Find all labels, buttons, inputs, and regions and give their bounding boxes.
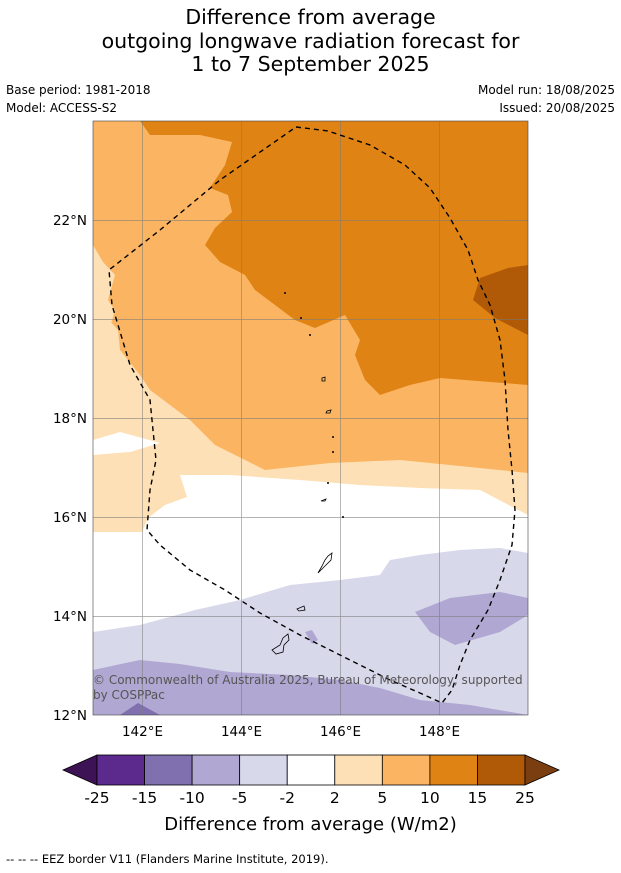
- colorbar-tick: 2: [330, 789, 340, 807]
- islet-3: [308, 333, 311, 336]
- base-period: Base period: 1981-2018: [6, 83, 151, 97]
- island-outlines: [271, 291, 344, 655]
- eez-legend-text: EEZ border V11 (Flanders Marine Institut…: [41, 852, 329, 866]
- meta-left: Base period: 1981-2018 Model: ACCESS-S2: [6, 81, 151, 117]
- colorbar-bin: [239, 754, 288, 786]
- colorbar-bin: [144, 754, 193, 786]
- copyright-line-1: © Commonwealth of Australia 2025, Bureau…: [93, 673, 523, 687]
- colorbar-tick: 15: [468, 789, 488, 807]
- islet-2: [299, 316, 302, 319]
- islet-5: [331, 450, 334, 453]
- lat-tick-14: 14°N: [53, 609, 87, 625]
- map-frame: [92, 120, 529, 716]
- eez-border: [108, 126, 516, 704]
- issued-date: Issued: 20/08/2025: [499, 101, 615, 115]
- lon-axis: 142°E 144°E 146°E 148°E: [122, 724, 460, 740]
- title-line-2: outgoing longwave radiation forecast for: [101, 28, 520, 53]
- island-aguijan: [320, 498, 327, 502]
- title-line-3: 1 to 7 September 2025: [191, 52, 430, 76]
- lat-tick-16: 16°N: [53, 510, 87, 526]
- band-10-15: [140, 121, 528, 395]
- colorbar: -25 -15 -10 -5 -2 2 5 10 15 25: [62, 754, 560, 807]
- model-name: Model: ACCESS-S2: [6, 101, 118, 115]
- colorbar-bin: [191, 754, 241, 786]
- colorbar-tick: -15: [132, 789, 157, 807]
- island-saipan: [317, 552, 333, 574]
- lon-tick-144: 144°E: [221, 724, 262, 740]
- island-guam: [271, 633, 290, 655]
- colorbar-arrow-high: [524, 754, 560, 786]
- map-title: Difference from average outgoing longwav…: [0, 5, 621, 77]
- colorbar-label: Difference from average (W/m2): [164, 814, 456, 835]
- colorbar-tick: -5: [232, 789, 247, 807]
- lat-tick-22: 22°N: [53, 213, 87, 229]
- eez-legend-symbol: -- -- --: [6, 852, 39, 866]
- band-minus-10-15: [120, 703, 160, 715]
- island-pagan: [321, 376, 326, 382]
- band-minus-5-10: [93, 660, 528, 715]
- model-run: Model run: 18/08/2025: [477, 83, 615, 97]
- band-minus-5-10-east: [415, 592, 528, 645]
- colorbar-tick: 25: [515, 789, 535, 807]
- colorbar-tick: 10: [420, 789, 440, 807]
- meta-right: Model run: 18/08/2025 Issued: 20/08/2025: [478, 81, 615, 117]
- colorbar-bin: [286, 754, 336, 786]
- lat-tick-12: 12°N: [53, 708, 87, 724]
- islet-7: [341, 516, 344, 519]
- lon-tick-148: 148°E: [419, 724, 460, 740]
- colorbar-tick: 5: [377, 789, 387, 807]
- colorbar-arrow-low: [62, 754, 98, 786]
- title-line-1: Difference from average: [185, 5, 436, 29]
- band-neutral-west: [93, 432, 160, 455]
- colorbar-bin: [334, 754, 383, 786]
- lon-tick-142: 142°E: [122, 724, 163, 740]
- island-rota: [296, 605, 306, 612]
- colorbar-bin: [477, 754, 526, 786]
- lat-tick-18: 18°N: [53, 411, 87, 427]
- colorbar-tick: -2: [279, 789, 294, 807]
- island-anatahan: [325, 409, 332, 414]
- lon-tick-146: 146°E: [320, 724, 361, 740]
- colorbar-tick: -25: [84, 789, 109, 807]
- colorbar-bin: [429, 754, 478, 786]
- lat-tick-20: 20°N: [53, 312, 87, 328]
- band-15-25: [473, 265, 528, 335]
- islet-6: [326, 481, 329, 484]
- graticule: [93, 121, 528, 715]
- map-plot-area: © Commonwealth of Australia 2025, Bureau…: [93, 121, 528, 715]
- islet-4: [331, 435, 334, 438]
- copyright-line-2: by COSPPac: [93, 688, 165, 702]
- colorbar-tick: -10: [179, 789, 204, 807]
- band-minus-5-10-small: [305, 630, 318, 644]
- islet-1: [283, 291, 286, 294]
- eez-legend: -- -- -- EEZ border V11 (Flanders Marine…: [6, 852, 329, 866]
- colorbar-bin: [96, 754, 145, 786]
- colorbar-bin: [381, 754, 431, 786]
- lat-axis: 22°N 20°N 18°N 16°N 14°N 12°N: [53, 213, 87, 724]
